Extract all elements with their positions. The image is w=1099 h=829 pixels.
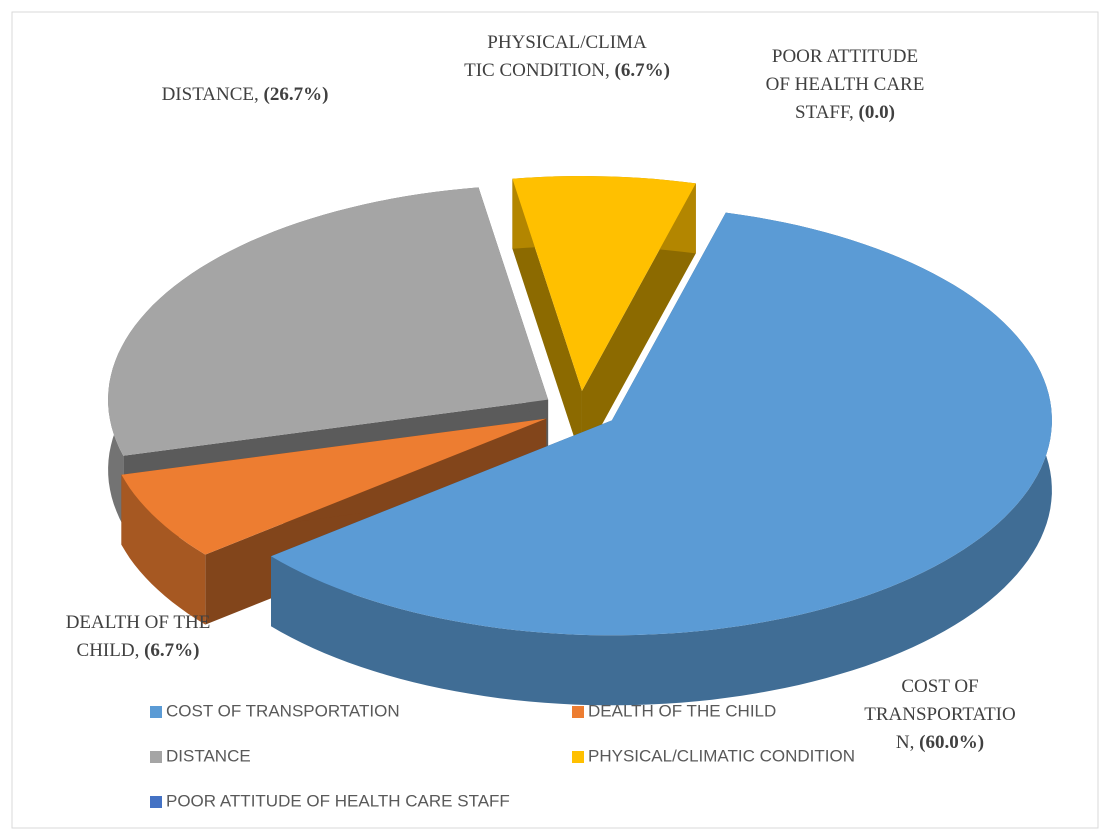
data-label-value: (6.7%)	[615, 60, 670, 81]
data-label-line: STAFF,	[795, 102, 854, 123]
legend-swatch	[572, 706, 584, 718]
data-label-value: (26.7%)	[264, 84, 329, 105]
data-label: COST OF TRANSPORTATIO N, (60.0%)	[864, 676, 1015, 753]
slice	[121, 418, 547, 555]
data-label-line: PHYSICAL/CLIMA	[487, 32, 647, 53]
slice	[512, 176, 696, 392]
slice-side	[512, 178, 582, 462]
data-label-value: (6.7%)	[144, 640, 199, 661]
legend-label: COST OF TRANSPORTATION	[166, 701, 400, 720]
data-label-value: (60.0%)	[919, 732, 984, 753]
legend-swatch	[150, 751, 162, 763]
data-label-line: TRANSPORTATIO	[864, 704, 1015, 725]
slice	[271, 212, 1052, 636]
data-label-line: N,	[896, 732, 914, 753]
slice	[108, 187, 549, 456]
data-label-line: DEALTH OF THE	[66, 612, 211, 633]
legend-swatch	[572, 751, 584, 763]
data-label-value: (0.0)	[859, 102, 895, 123]
slice-side	[581, 183, 696, 462]
data-label-line: POOR ATTITUDE	[772, 46, 918, 67]
data-label-line: COST OF	[901, 676, 978, 697]
data-label: PHYSICAL/CLIMA TIC CONDITION, (6.7%)	[464, 32, 670, 81]
data-label: POOR ATTITUDE OF HEALTH CARE STAFF, (0.0)	[766, 46, 925, 123]
legend-swatch	[150, 706, 162, 718]
data-label-line: TIC CONDITION,	[464, 60, 610, 81]
data-label: DEALTH OF THE CHILD, (6.7%)	[66, 612, 211, 661]
slice-wall	[271, 212, 1052, 706]
data-label-line: OF HEALTH CARE	[766, 74, 925, 95]
legend-swatch	[150, 796, 162, 808]
legend-label: DISTANCE	[166, 746, 251, 765]
slice-wall	[121, 474, 206, 625]
data-label-line: DISTANCE,	[162, 84, 259, 105]
data-label-line: CHILD,	[77, 640, 140, 661]
legend-label: DEALTH OF THE CHILD	[588, 701, 776, 720]
legend-label: PHYSICAL/CLIMATIC CONDITION	[588, 746, 855, 765]
data-label: DISTANCE, (26.7%)	[162, 84, 329, 105]
legend-label: POOR ATTITUDE OF HEALTH CARE STAFF	[166, 791, 510, 810]
